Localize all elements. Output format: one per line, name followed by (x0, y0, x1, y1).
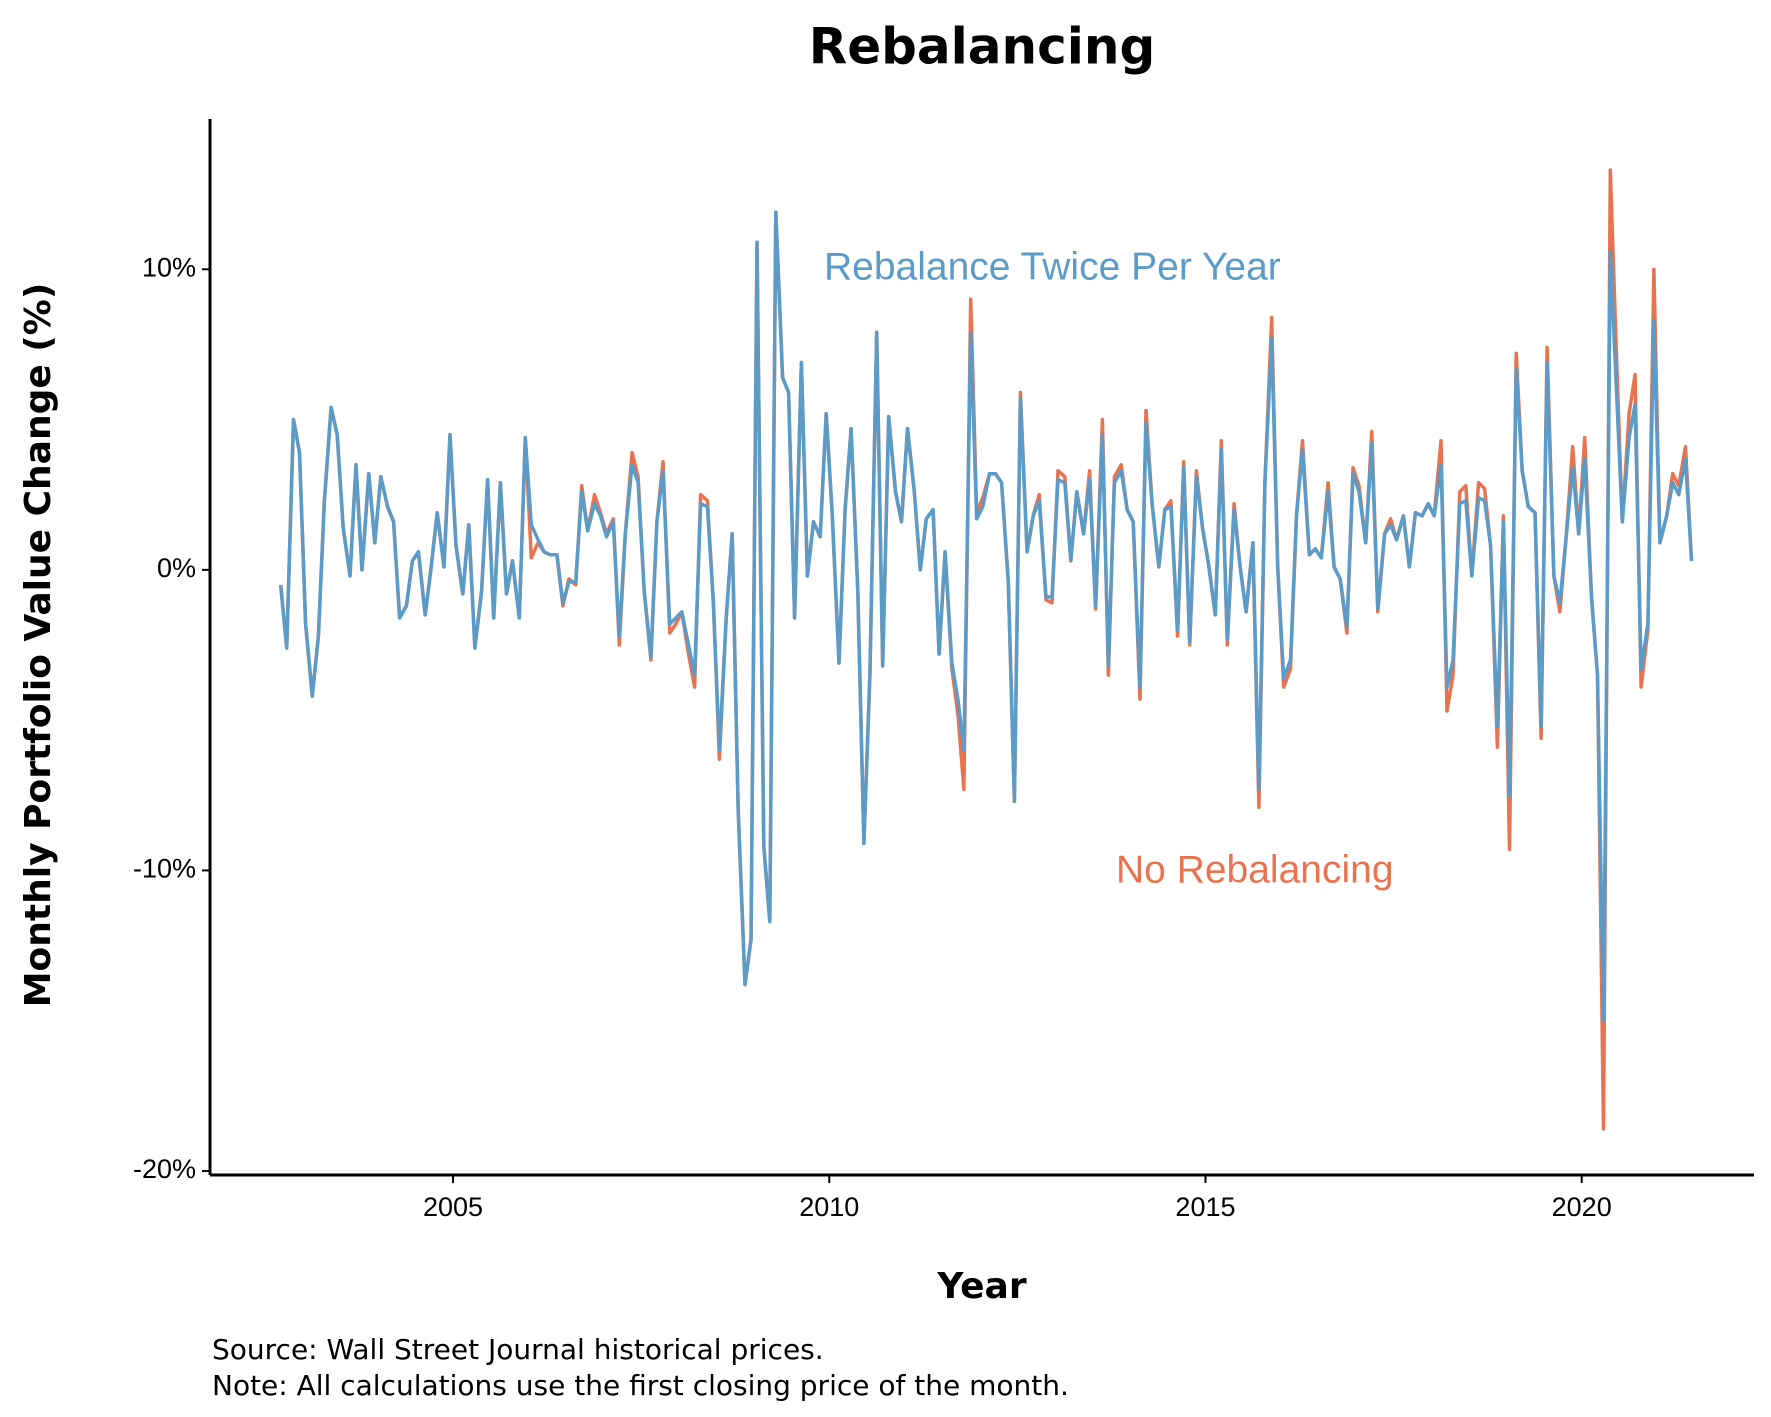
x-axis-title: Year (936, 1266, 1026, 1307)
source-note: Note: All calculations use the first clo… (212, 1369, 1069, 1402)
y-tick-label: 0% (157, 553, 196, 583)
source-note: Source: Wall Street Journal historical p… (212, 1333, 824, 1366)
x-tick-label: 2015 (1175, 1192, 1235, 1222)
x-tick-label: 2010 (799, 1192, 859, 1222)
x-tick-label: 2005 (423, 1192, 483, 1222)
y-tick-label: -20% (133, 1154, 196, 1184)
series-line (278, 168, 1694, 1131)
y-tick-label: 10% (142, 252, 196, 282)
series-annotation: No Rebalancing (1116, 848, 1394, 891)
y-axis-title: Monthly Portfolio Value Change (%) (18, 283, 59, 1008)
x-tick-label: 2020 (1552, 1192, 1612, 1222)
series-annotation: Rebalance Twice Per Year (824, 245, 1281, 288)
series-line (278, 210, 1694, 1023)
chart-title: Rebalancing (809, 18, 1156, 76)
y-tick-label: -10% (133, 854, 196, 884)
